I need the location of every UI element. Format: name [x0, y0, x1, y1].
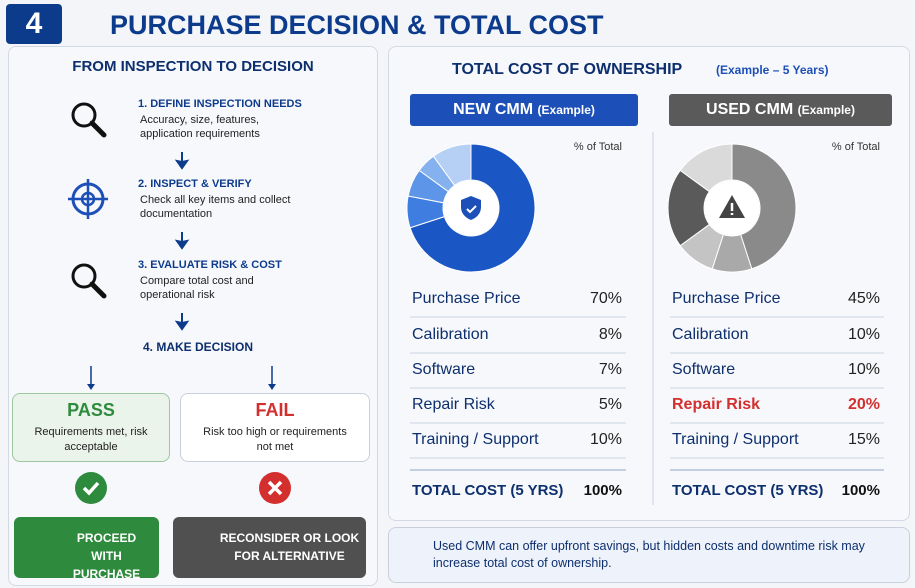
tco-subtitle: (Example – 5 Years) — [716, 63, 829, 77]
donut-segment — [409, 143, 536, 273]
tco-title: TOTAL COST OF OWNERSHIP — [452, 61, 683, 78]
row-label: Purchase Price — [412, 290, 521, 307]
row-value: 45% — [847, 290, 880, 307]
donut-segment — [679, 143, 733, 193]
panel-tag: (Example) — [797, 103, 855, 117]
row-label: Software — [672, 361, 736, 378]
pct-label: % of Total — [831, 141, 880, 153]
row-label: Software — [412, 361, 476, 378]
panel-header — [669, 94, 892, 126]
row-value: 15% — [847, 431, 880, 448]
fail-box — [180, 393, 370, 462]
row-label: Calibration — [672, 326, 749, 343]
left-panel — [8, 46, 378, 586]
fail-action: RECONSIDER OR LOOK FOR ALTERNATIVE — [219, 531, 360, 563]
shield-icon — [461, 196, 481, 220]
fail-title: FAIL — [255, 400, 295, 420]
row-label: Training / Support — [412, 431, 539, 448]
pct-label: % of Total — [573, 141, 622, 153]
row-value: 10% — [847, 326, 880, 343]
flow-title: FROM INSPECTION TO DECISION — [72, 58, 314, 75]
total-value: 100% — [583, 482, 622, 499]
step-title: 2. INSPECT & VERIFY — [138, 178, 252, 190]
note-text: Used CMM can offer upfront savings, but … — [433, 539, 865, 570]
total-label: TOTAL COST (5 YRS) — [672, 482, 824, 499]
row-value: 7% — [598, 361, 622, 378]
note-box — [388, 527, 910, 583]
row-label: Repair Risk — [672, 396, 761, 413]
step-text: Check all key items and collect document… — [140, 194, 291, 220]
donut-segment — [432, 143, 472, 187]
total-value: 100% — [841, 482, 880, 499]
row-value: 8% — [598, 326, 622, 343]
donut-segment — [731, 143, 797, 270]
fail-action-button — [173, 517, 366, 578]
row-label: Calibration — [412, 326, 489, 343]
header-title: PURCHASE DECISION & TOTAL COST — [110, 10, 604, 40]
row-value: 70% — [589, 290, 622, 307]
panel-header — [410, 94, 638, 126]
panel-title-row: USED CMM (Example) — [669, 101, 892, 119]
number-badge: 4 — [6, 4, 62, 44]
row-value: 20% — [847, 396, 880, 413]
pass-title: PASS — [67, 400, 115, 420]
row-label: Training / Support — [672, 431, 799, 448]
pass-action: PROCEED WITH PURCHASE — [72, 531, 141, 581]
shield-icon — [466, 205, 477, 214]
total-label: TOTAL COST (5 YRS) — [412, 482, 564, 499]
fail-text: Risk too high or requirements not met — [203, 426, 347, 453]
row-label: Repair Risk — [412, 396, 495, 413]
row-value: 10% — [589, 431, 622, 448]
panel-title-row: NEW CMM (Example) — [410, 101, 638, 119]
donut-segment — [667, 169, 711, 247]
row-label: Purchase Price — [672, 290, 781, 307]
panel-title: USED CMM — [706, 101, 794, 118]
step-text: Accuracy, size, features, application re… — [140, 114, 260, 140]
row-value: 10% — [847, 361, 880, 378]
pass-action-button — [14, 517, 159, 578]
row-value: 5% — [598, 396, 622, 413]
step-text: Compare total cost and operational risk — [140, 275, 254, 301]
step-title: 1. DEFINE INSPECTION NEEDS — [138, 98, 302, 110]
pass-box — [12, 393, 170, 462]
panel-title: NEW CMM — [453, 101, 534, 118]
step-title: 3. EVALUATE RISK & COST — [138, 259, 282, 271]
panel-tag: (Example) — [537, 103, 595, 117]
pass-text: Requirements met, risk acceptable — [34, 426, 148, 453]
decision-text: 4. MAKE DECISION — [142, 340, 253, 354]
